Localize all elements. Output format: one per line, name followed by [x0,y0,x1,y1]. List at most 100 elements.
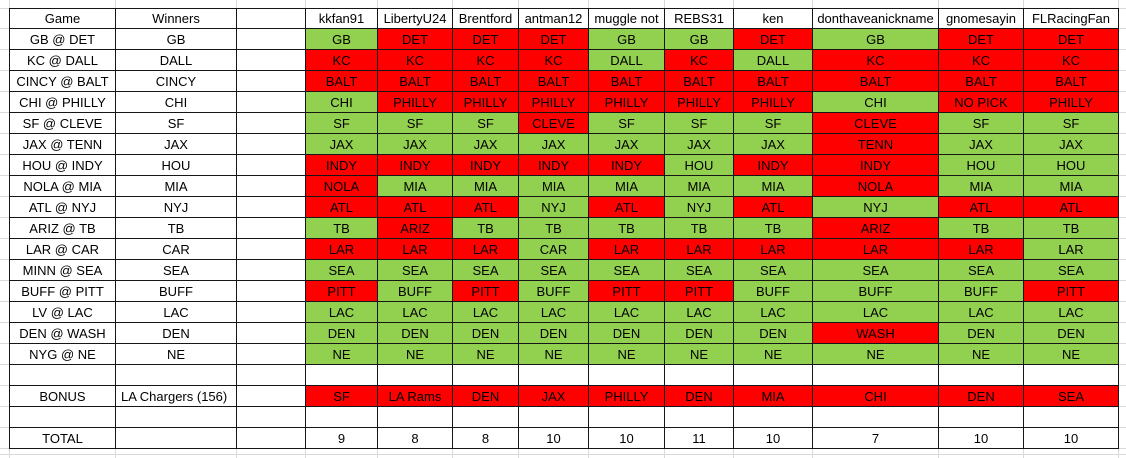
cell-pick[interactable]: CLEVE [519,113,589,134]
cell-pick[interactable]: LAC [665,302,734,323]
cell-spacer[interactable] [237,281,306,302]
cell-pick[interactable]: SF [665,113,734,134]
cell-spacer[interactable] [237,176,306,197]
player-column-header[interactable]: LibertyU24 [378,9,453,29]
cell-spacer[interactable] [237,71,306,92]
cell-pick[interactable]: BALT [939,71,1024,92]
cell-winner[interactable]: DALL [116,50,237,71]
cell-spacer[interactable] [237,218,306,239]
cell-winner[interactable]: TB [116,218,237,239]
player-column-header[interactable]: antman12 [519,9,589,29]
cell-pick[interactable]: HOU [1024,155,1119,176]
cell-pick[interactable]: BALT [1024,71,1119,92]
cell-pick[interactable]: DEN [519,323,589,344]
cell-winner[interactable]: NE [116,344,237,365]
cell-pick[interactable]: PITT [665,281,734,302]
cell-pick[interactable]: DET [453,29,519,50]
cell-pick[interactable]: BUFF [813,281,939,302]
cell-pick[interactable]: LAR [939,239,1024,260]
cell-pick[interactable]: JAX [1024,134,1119,155]
cell-game-label[interactable]: KC @ DALL [10,50,116,71]
cell-empty[interactable] [939,365,1024,386]
cell-empty[interactable] [589,365,665,386]
cell-total-value[interactable]: 7 [813,428,939,449]
cell-pick[interactable]: BUFF [378,281,453,302]
game-column-header[interactable]: Game [10,9,116,29]
cell-pick[interactable]: DEN [939,323,1024,344]
cell-pick[interactable]: GB [589,29,665,50]
cell-pick[interactable]: DET [1024,29,1119,50]
cell-pick[interactable]: NE [519,344,589,365]
cell-pick[interactable]: ATL [306,197,378,218]
cell-pick[interactable]: NOLA [306,176,378,197]
cell-bonus-pick[interactable]: DEN [453,386,519,407]
cell-pick[interactable]: INDY [378,155,453,176]
cell-pick[interactable]: TB [665,218,734,239]
cell-pick[interactable]: GB [306,29,378,50]
cell-bonus-pick[interactable]: MIA [734,386,813,407]
cell-pick[interactable]: TB [939,218,1024,239]
cell-total-value[interactable]: 10 [589,428,665,449]
cell-pick[interactable]: NYJ [665,197,734,218]
cell-pick[interactable]: ATL [939,197,1024,218]
cell-pick[interactable]: BUFF [519,281,589,302]
cell-pick[interactable]: LAR [306,239,378,260]
cell-spacer[interactable] [237,260,306,281]
cell-pick[interactable]: JAX [939,134,1024,155]
cell-pick[interactable]: BALT [589,71,665,92]
cell-pick[interactable]: PHILLY [734,92,813,113]
player-column-header[interactable]: kkfan91 [306,9,378,29]
cell-pick[interactable]: LAC [939,302,1024,323]
cell-pick[interactable]: SEA [665,260,734,281]
cell-pick[interactable]: ATL [589,197,665,218]
cell-pick[interactable]: SEA [1024,260,1119,281]
cell-pick[interactable]: LAR [589,239,665,260]
cell-pick[interactable]: KC [453,50,519,71]
cell-empty[interactable] [116,428,237,449]
cell-pick[interactable]: BALT [665,71,734,92]
cell-empty[interactable] [734,365,813,386]
cell-game-label[interactable]: MINN @ SEA [10,260,116,281]
cell-pick[interactable]: NE [939,344,1024,365]
cell-total-value[interactable]: 8 [453,428,519,449]
cell-winner[interactable]: JAX [116,134,237,155]
cell-pick[interactable]: CLEVE [813,113,939,134]
cell-pick[interactable]: DALL [589,50,665,71]
cell-pick[interactable]: BUFF [939,281,1024,302]
cell-pick[interactable]: INDY [306,155,378,176]
cell-empty[interactable] [378,365,453,386]
cell-pick[interactable]: SEA [589,260,665,281]
cell-pick[interactable]: NOLA [813,176,939,197]
cell-empty[interactable] [116,407,237,428]
cell-pick[interactable]: BALT [378,71,453,92]
cell-pick[interactable]: PHILLY [589,92,665,113]
cell-pick[interactable]: JAX [665,134,734,155]
cell-game-label[interactable]: NYG @ NE [10,344,116,365]
cell-pick[interactable]: TB [519,218,589,239]
cell-empty[interactable] [734,407,813,428]
cell-pick[interactable]: SEA [306,260,378,281]
cell-total-value[interactable]: 10 [939,428,1024,449]
cell-pick[interactable]: PHILLY [1024,92,1119,113]
cell-game-label[interactable]: SF @ CLEVE [10,113,116,134]
cell-winner[interactable]: LAC [116,302,237,323]
cell-pick[interactable]: MIA [734,176,813,197]
cell-pick[interactable]: LAC [453,302,519,323]
cell-pick[interactable]: TB [453,218,519,239]
cell-game-label[interactable]: CINCY @ BALT [10,71,116,92]
cell-winner[interactable]: MIA [116,176,237,197]
cell-pick[interactable]: JAX [306,134,378,155]
cell-game-label[interactable]: HOU @ INDY [10,155,116,176]
cell-pick[interactable]: MIA [519,176,589,197]
cell-empty[interactable] [1024,407,1119,428]
cell-game-label[interactable]: GB @ DET [10,29,116,50]
cell-spacer[interactable] [237,50,306,71]
cell-pick[interactable]: LAC [306,302,378,323]
cell-pick[interactable]: JAX [378,134,453,155]
cell-pick[interactable]: DEN [306,323,378,344]
cell-pick[interactable]: SEA [378,260,453,281]
cell-empty[interactable] [306,407,378,428]
cell-empty[interactable] [306,365,378,386]
cell-empty[interactable] [665,407,734,428]
cell-game-label[interactable]: DEN @ WASH [10,323,116,344]
